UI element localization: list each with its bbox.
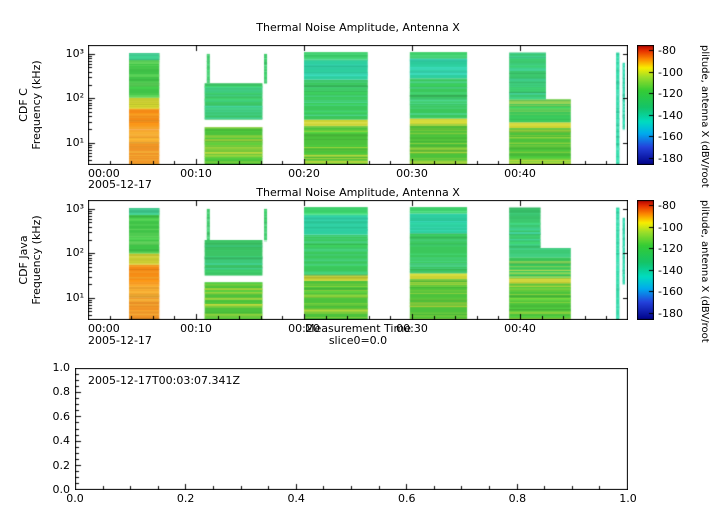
colorbar-tick-label: -140 [658, 263, 683, 277]
panel1-colorbar [637, 45, 654, 165]
colorbar-tick-label: -180 [658, 151, 683, 165]
x-tick-label: 0.0 [66, 492, 84, 505]
panel1-date-label: 2005-12-17 [88, 178, 152, 191]
panel2-colorbar [637, 200, 654, 320]
y-tick-label: 0.6 [52, 409, 71, 423]
colorbar-tick-label: -140 [658, 108, 683, 122]
y-tick-label: 0.8 [52, 385, 71, 399]
x-tick-label: 00:40 [504, 167, 536, 180]
slice-plot[interactable] [75, 368, 628, 490]
panel2-spectrogram[interactable] [88, 200, 628, 320]
colorbar-tick-label: -80 [658, 199, 676, 213]
colorbar-tick-label: -160 [658, 285, 683, 299]
y-tick-label: 1.0 [52, 361, 71, 374]
x-tick-label: 00:40 [504, 322, 536, 335]
panel2-ylabel-context: CDF Java [17, 235, 30, 285]
panel2-colorbar-label: plitude, antenna X (dBV/root [699, 200, 710, 343]
x-tick-label: 00:30 [396, 322, 428, 335]
y-tick-label: 0.4 [52, 434, 71, 448]
x-tick-label: 00:30 [396, 167, 428, 180]
x-tick-label: 0.4 [287, 492, 305, 505]
x-tick-label: 0.8 [508, 492, 527, 505]
y-tick-label: 10¹ [65, 135, 84, 149]
y-tick-label: 10² [65, 91, 84, 105]
x-tick-label: 00:10 [180, 167, 212, 180]
slice-annotation: 2005-12-17T00:03:07.341Z [88, 374, 241, 387]
y-tick-label: 10³ [65, 46, 84, 60]
panel2-x-axis-label: Measurement Time [305, 322, 411, 335]
colorbar-tick-label: -80 [658, 44, 676, 58]
x-tick-label: 1.0 [619, 492, 637, 505]
y-tick-label: 10¹ [65, 290, 84, 304]
colorbar-tick-label: -120 [658, 242, 683, 256]
colorbar-tick-label: -180 [658, 306, 683, 320]
x-tick-label: 00:20 [288, 322, 320, 335]
colorbar-tick-label: -120 [658, 87, 683, 101]
panel1-ylabel-context: CDF C [17, 88, 30, 122]
panel2-title: Thermal Noise Amplitude, Antenna X [256, 186, 460, 199]
y-tick-label: 0.2 [52, 458, 71, 472]
colorbar-tick-label: -100 [658, 65, 683, 79]
y-tick-label: 10² [65, 246, 84, 260]
y-tick-label: 0.0 [52, 483, 71, 496]
panel1-title: Thermal Noise Amplitude, Antenna X [256, 21, 460, 34]
colorbar-tick-label: -100 [658, 220, 683, 234]
x-tick-label: 00:10 [180, 322, 212, 335]
x-tick-label: 00:20 [288, 167, 320, 180]
colorbar-tick-label: -160 [658, 130, 683, 144]
panel1-colorbar-label: plitude, antenna X (dBV/root [699, 45, 710, 188]
y-tick-label: 10³ [65, 201, 84, 215]
x-tick-label: 0.6 [398, 492, 416, 505]
x-tick-label: 0.2 [176, 492, 195, 505]
panel1-spectrogram[interactable] [88, 45, 628, 165]
panel2-date-label: 2005-12-17 [88, 334, 152, 347]
x-tick-label: 00:00 [88, 167, 120, 180]
x-tick-label: 00:00 [88, 322, 120, 335]
panel2-slice-label: slice0=0.0 [328, 334, 388, 347]
